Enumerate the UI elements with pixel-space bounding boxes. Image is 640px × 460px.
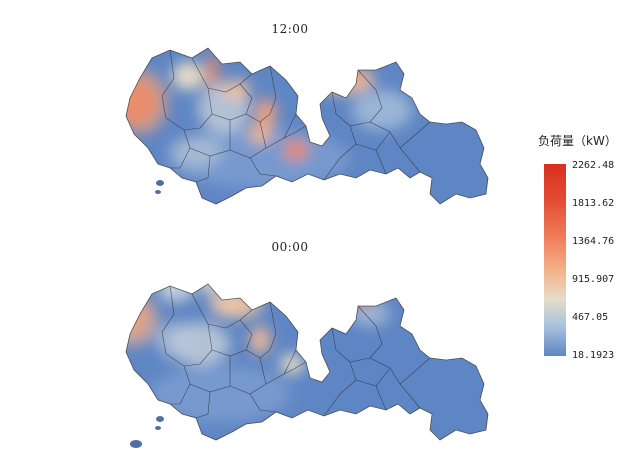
legend-title: 负荷量（kW） bbox=[538, 134, 617, 148]
map-title: 12:00 bbox=[271, 22, 309, 36]
heatmap-noon bbox=[125, 47, 489, 205]
map-panel-midnight: 00:00 bbox=[100, 236, 520, 458]
islands bbox=[155, 180, 164, 194]
legend-tick: 1813.62 bbox=[572, 198, 615, 209]
map-panel-noon: 12:00 bbox=[100, 18, 520, 218]
map-title: 00:00 bbox=[271, 240, 309, 254]
legend-color-bar bbox=[544, 164, 566, 356]
district-boundaries bbox=[125, 47, 489, 205]
color-legend: 负荷量（kW） 2262.48 1813.62 1364.76 915.907 … bbox=[528, 132, 638, 372]
legend-tick: 2262.48 bbox=[572, 160, 615, 171]
legend-tick: 1364.76 bbox=[572, 236, 615, 247]
legend-tick: 467.05 bbox=[572, 312, 609, 323]
legend-tick: 915.907 bbox=[572, 274, 615, 285]
islands bbox=[130, 416, 164, 448]
heatmap-midnight bbox=[125, 283, 489, 448]
district-boundaries bbox=[125, 283, 489, 441]
legend-tick: 18.1923 bbox=[572, 350, 615, 361]
